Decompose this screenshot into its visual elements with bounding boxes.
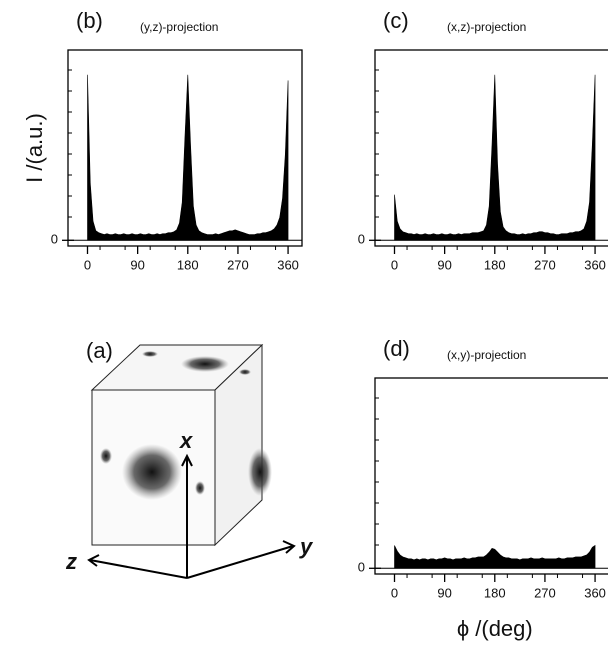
axis-y-label: y xyxy=(299,534,314,559)
y-axis-label: I /(a.u.) xyxy=(22,113,47,183)
x-tick-label: 360 xyxy=(584,585,606,600)
spot xyxy=(142,351,158,357)
spot xyxy=(122,444,182,500)
x-tick-label: 90 xyxy=(130,257,144,272)
x-tick-label: 180 xyxy=(177,257,199,272)
axis-x-label: x xyxy=(179,428,193,453)
spot xyxy=(239,369,251,375)
panel-label: (c) xyxy=(383,8,409,33)
x-tick-label: 180 xyxy=(484,585,506,600)
x-tick-label: 0 xyxy=(391,585,398,600)
intensity-area xyxy=(87,74,289,241)
spot xyxy=(195,481,205,495)
panel-title: (x,z)-projection xyxy=(447,20,526,34)
plot-frame xyxy=(374,377,608,575)
cube-panel: (a) x y z xyxy=(65,338,314,579)
x-tick-label: 360 xyxy=(584,257,606,272)
panel-title: (x,y)-projection xyxy=(447,348,526,362)
plot-frame xyxy=(67,49,303,247)
x-tick-label: 0 xyxy=(84,257,91,272)
panel-label: (d) xyxy=(383,336,410,361)
spot xyxy=(100,448,112,464)
intensity-area xyxy=(394,544,596,569)
x-tick-label: 270 xyxy=(534,585,556,600)
panel-label: (a) xyxy=(86,338,113,363)
plot-frame xyxy=(374,49,608,247)
x-tick-label: 270 xyxy=(227,257,249,272)
y-tick-label: 0 xyxy=(358,232,365,247)
y-tick-label: 0 xyxy=(51,232,58,247)
panel-title: (y,z)-projection xyxy=(140,20,218,34)
x-tick-label: 90 xyxy=(437,257,451,272)
x-tick-label: 270 xyxy=(534,257,556,272)
intensity-area xyxy=(394,74,596,241)
x-tick-label: 0 xyxy=(391,257,398,272)
panel-label: (b) xyxy=(76,8,103,33)
x-tick-label: 180 xyxy=(484,257,506,272)
axis-z-label: z xyxy=(65,549,77,574)
spot xyxy=(248,448,272,496)
axes-3d xyxy=(87,453,296,579)
x-tick-label: 360 xyxy=(277,257,299,272)
spot xyxy=(181,356,229,372)
y-tick-label: 0 xyxy=(358,560,365,575)
x-axis-label: ϕ /(deg) xyxy=(457,616,533,641)
x-tick-label: 90 xyxy=(437,585,451,600)
